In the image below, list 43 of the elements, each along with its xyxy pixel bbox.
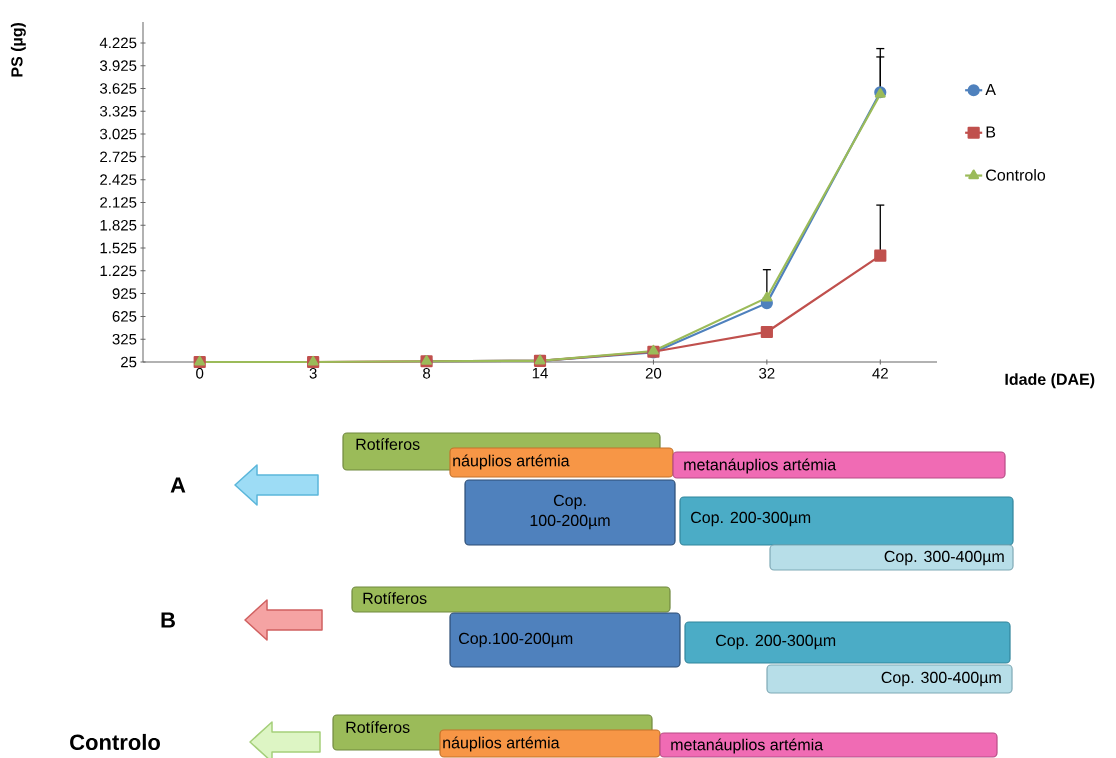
text: Rotíferos (346, 721, 410, 733)
text: Cop. 300-400µm (884, 550, 1004, 566)
text: Rotíferos (363, 592, 427, 604)
text: Cop.100-200µm (459, 632, 573, 648)
y-tick-label: 3.625 (100, 83, 137, 94)
y-tick-label: 2.125 (100, 197, 137, 208)
text: metanáuplios artémia (684, 458, 837, 474)
y-tick-label: 4.225 (99, 37, 137, 49)
text: Controlo (70, 733, 160, 751)
x-tick-label: 42 (872, 368, 888, 379)
text: A (170, 477, 186, 493)
y-tick-label: 325 (112, 333, 137, 345)
y-tick-label: 1.825 (100, 219, 137, 231)
text: Cop. 300-400µm (881, 671, 1001, 687)
text: Cop. 100-200µm (530, 494, 610, 530)
text: Rotíferos (356, 438, 420, 450)
x-tick-label: 14 (532, 368, 548, 379)
y-tick-label: 2.425 (100, 174, 137, 185)
y-tick-label: 3.925 (100, 60, 137, 71)
text: Cop. 200-300µm (691, 511, 811, 527)
legend-label: A (985, 83, 996, 95)
y-axis-title: PS (µg) (10, 22, 26, 77)
text: náuplios artémia (443, 736, 560, 752)
y-tick-label: 25 (121, 356, 137, 368)
text: metanáuplios artémia (671, 738, 824, 754)
text: B (161, 612, 175, 628)
legend-label: Controlo (986, 169, 1046, 181)
x-tick-label: 20 (645, 368, 662, 379)
y-tick-label: 3.325 (100, 105, 137, 117)
y-tick-label: 1.225 (100, 265, 137, 277)
text: náuplios artémia (453, 454, 570, 470)
x-tick-label: 0 (196, 368, 204, 379)
text: Cop. 200-300µm (716, 634, 836, 650)
y-tick-label: 925 (112, 288, 137, 299)
x-axis-title: Idade (DAE) (1005, 373, 1095, 389)
legend-label: B (986, 126, 996, 138)
y-tick-label: 1.525 (100, 242, 137, 254)
x-tick-label: 32 (759, 368, 775, 379)
x-tick-label: 3 (309, 368, 317, 379)
x-tick-label: 8 (423, 368, 431, 379)
y-tick-label: 2.725 (100, 151, 137, 163)
y-tick-label: 625 (112, 311, 137, 322)
y-tick-label: 3.025 (100, 128, 137, 140)
